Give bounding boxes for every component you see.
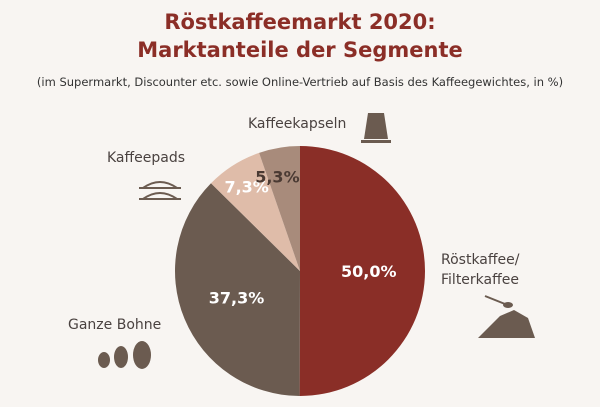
- legend-label-kaffeepads: Kaffeepads: [107, 150, 186, 166]
- chart-subtitle: (im Supermarkt, Discounter etc. sowie On…: [36, 75, 564, 89]
- pie-slice-0: [299, 146, 426, 396]
- legend-label-roestkaffee: Röstkaffee/ Filterkaffee: [441, 250, 519, 290]
- title-line-1: Röstkaffeemarkt 2020:: [164, 10, 436, 34]
- chart-title: Röstkaffeemarkt 2020: Marktanteile der S…: [0, 8, 600, 64]
- label-line-1: Röstkaffee/: [441, 252, 520, 268]
- title-line-2: Marktanteile der Segmente: [137, 38, 463, 62]
- pie-slice-1: [175, 183, 300, 396]
- label-line-2: Filterkaffee: [441, 272, 519, 288]
- data-label-1: 37,3%: [209, 288, 265, 307]
- data-label-2: 7,3%: [224, 177, 268, 196]
- pie-slice-3: [259, 146, 300, 271]
- data-label-0: 50,0%: [341, 262, 397, 281]
- legend-label-ganze-bohne: Ganze Bohne: [68, 317, 162, 333]
- data-label-3: 5,3%: [255, 167, 299, 186]
- legend-label-kaffeekapseln: Kaffeekapseln: [248, 116, 347, 132]
- pie-slice-2: [210, 152, 300, 271]
